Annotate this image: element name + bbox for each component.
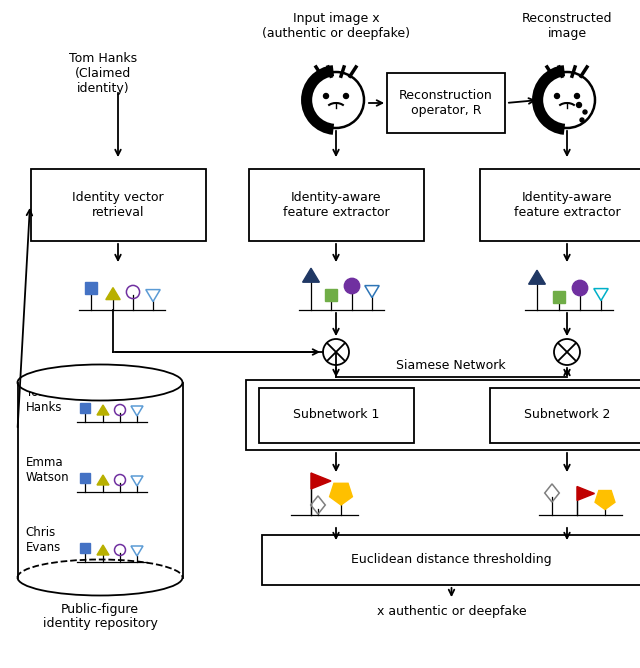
FancyBboxPatch shape — [387, 73, 505, 133]
FancyBboxPatch shape — [490, 387, 640, 442]
FancyBboxPatch shape — [85, 282, 97, 294]
Circle shape — [580, 118, 584, 122]
Text: Input image x
(authentic or deepfake): Input image x (authentic or deepfake) — [262, 12, 410, 40]
FancyBboxPatch shape — [479, 169, 640, 241]
Text: Subnetwork 1: Subnetwork 1 — [293, 409, 379, 422]
Circle shape — [583, 110, 587, 114]
Text: Identity-aware
feature extractor: Identity-aware feature extractor — [514, 191, 620, 219]
FancyBboxPatch shape — [262, 535, 640, 585]
FancyBboxPatch shape — [80, 403, 90, 413]
Text: Subnetwork 2: Subnetwork 2 — [524, 409, 610, 422]
Text: Tom
Hanks: Tom Hanks — [26, 386, 62, 414]
Text: Chris
Evans: Chris Evans — [26, 526, 61, 554]
FancyBboxPatch shape — [80, 473, 90, 483]
FancyBboxPatch shape — [246, 380, 640, 450]
Polygon shape — [577, 486, 595, 500]
FancyBboxPatch shape — [259, 387, 413, 442]
Text: Reconstructed
image: Reconstructed image — [522, 12, 612, 40]
Text: Identity vector
retrieval: Identity vector retrieval — [72, 191, 164, 219]
Text: Reconstruction
operator, R: Reconstruction operator, R — [399, 89, 493, 117]
Circle shape — [539, 72, 595, 128]
Polygon shape — [97, 475, 109, 485]
Polygon shape — [97, 545, 109, 555]
FancyBboxPatch shape — [248, 169, 424, 241]
FancyBboxPatch shape — [325, 289, 337, 301]
FancyBboxPatch shape — [80, 543, 90, 553]
Polygon shape — [529, 270, 545, 284]
FancyBboxPatch shape — [31, 169, 205, 241]
Circle shape — [572, 281, 588, 296]
Text: Euclidean distance thresholding: Euclidean distance thresholding — [351, 554, 552, 566]
Ellipse shape — [17, 365, 182, 401]
Circle shape — [554, 94, 559, 98]
Circle shape — [575, 94, 579, 98]
Polygon shape — [330, 483, 353, 505]
FancyBboxPatch shape — [553, 291, 565, 303]
Circle shape — [323, 94, 328, 98]
Circle shape — [577, 102, 582, 108]
Text: Public-figure
identity repository: Public-figure identity repository — [43, 603, 157, 631]
Text: x authentic or deepfake: x authentic or deepfake — [377, 605, 526, 618]
Polygon shape — [106, 288, 120, 300]
Polygon shape — [311, 473, 331, 489]
Circle shape — [308, 72, 364, 128]
Text: Tom Hanks
(Claimed
identity): Tom Hanks (Claimed identity) — [69, 52, 137, 95]
Polygon shape — [303, 268, 319, 282]
Polygon shape — [97, 405, 109, 415]
Text: Emma
Watson: Emma Watson — [26, 456, 69, 484]
Circle shape — [344, 94, 349, 98]
Circle shape — [344, 279, 360, 294]
Polygon shape — [595, 490, 615, 510]
Text: Identity-aware
feature extractor: Identity-aware feature extractor — [283, 191, 389, 219]
Text: Siamese Network: Siamese Network — [396, 359, 506, 372]
